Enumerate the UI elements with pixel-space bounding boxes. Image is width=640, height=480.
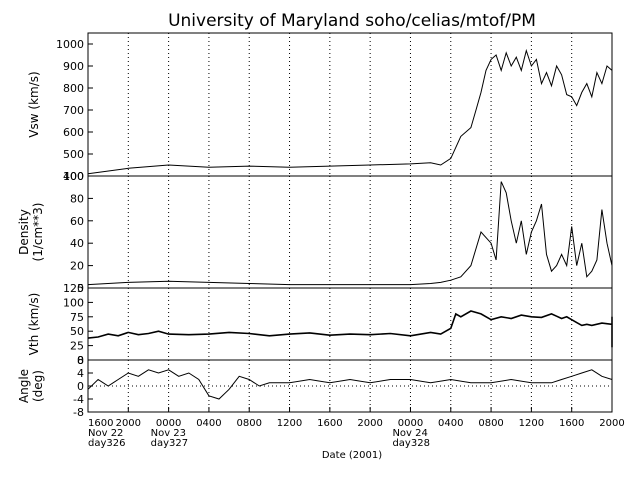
y-tick-label: 125 bbox=[63, 282, 84, 295]
panel-frame-density bbox=[87, 175, 613, 289]
day-of-year-label: day328 bbox=[392, 438, 429, 449]
series-line-angle bbox=[87, 369, 613, 400]
y-axis-label: Angle bbox=[17, 369, 31, 403]
y-tick-label: 80 bbox=[70, 192, 84, 205]
y-axis-label: (1/cm**3) bbox=[31, 203, 45, 262]
day-of-year-label: day326 bbox=[88, 438, 125, 449]
y-tick-label: 60 bbox=[70, 215, 84, 228]
panel-frame-vsw bbox=[87, 32, 613, 177]
panel-vsw: 400 500 600 700 800 900 1000 Vsw (km/s) bbox=[27, 32, 613, 183]
x-tick-label: 1600 bbox=[88, 418, 113, 429]
x-tick-label: 1600 bbox=[317, 418, 342, 429]
y-tick-label: 700 bbox=[63, 104, 84, 117]
chart-title: University of Maryland soho/celias/mtof/… bbox=[168, 11, 536, 31]
panel-frame-vth bbox=[87, 287, 613, 361]
series-line-vsw bbox=[87, 44, 613, 175]
date-label: Nov 24 bbox=[392, 428, 427, 439]
y-axis-label: Vth (km/s) bbox=[27, 293, 41, 356]
y-axis-label: (deg) bbox=[31, 370, 45, 402]
y-tick-label: 900 bbox=[63, 60, 84, 73]
y-tick-label: 100 bbox=[63, 170, 84, 183]
y-tick-label: 8 bbox=[77, 354, 84, 367]
x-tick-label: 2000 bbox=[116, 418, 141, 429]
y-tick-label: 0 bbox=[77, 380, 84, 393]
series-line-density bbox=[87, 181, 613, 287]
y-tick-label: 600 bbox=[63, 126, 84, 139]
x-tick-label: 2000 bbox=[357, 418, 382, 429]
x-tick-label: 0000 bbox=[156, 418, 181, 429]
x-tick-label: 0800 bbox=[478, 418, 503, 429]
y-tick-label: 100 bbox=[63, 296, 84, 309]
y-tick-label: 25 bbox=[70, 340, 84, 353]
y-tick-label: 0 bbox=[77, 282, 84, 295]
x-tick-label: 0400 bbox=[196, 418, 221, 429]
y-tick-label: 0 bbox=[77, 354, 84, 367]
y-tick-label: 1000 bbox=[56, 38, 84, 51]
date-label: Nov 22 bbox=[88, 428, 123, 439]
x-tick-label: 0800 bbox=[237, 418, 262, 429]
y-axis-label: Vsw (km/s) bbox=[27, 71, 41, 137]
x-tick-label: 2000 bbox=[599, 418, 624, 429]
y-axis-label: Density bbox=[17, 209, 31, 255]
panel-density: 0 20 40 60 80 100 Density (1/cm**3) bbox=[17, 170, 613, 295]
series-line-vth bbox=[87, 310, 613, 348]
x-tick-label: 1600 bbox=[559, 418, 584, 429]
y-tick-label: 40 bbox=[70, 237, 84, 250]
x-tick-label: 1200 bbox=[519, 418, 544, 429]
date-label: Nov 23 bbox=[151, 428, 186, 439]
x-axis-title: Date (2001) bbox=[322, 450, 382, 461]
y-tick-label: 75 bbox=[70, 311, 84, 324]
y-tick-label: 400 bbox=[63, 170, 84, 183]
y-tick-label: 50 bbox=[70, 325, 84, 338]
y-tick-label: 800 bbox=[63, 82, 84, 95]
y-tick-label: 500 bbox=[63, 148, 84, 161]
x-tick-label: 0000 bbox=[398, 418, 423, 429]
y-tick-label: -8 bbox=[73, 406, 84, 419]
x-tick-label: 1200 bbox=[277, 418, 302, 429]
y-tick-label: 20 bbox=[70, 260, 84, 273]
y-tick-label: -4 bbox=[73, 393, 84, 406]
day-of-year-label: day327 bbox=[151, 438, 188, 449]
x-tick-label: 0400 bbox=[438, 418, 463, 429]
y-tick-label: 4 bbox=[77, 367, 84, 380]
panel-frame-angle bbox=[87, 359, 613, 413]
